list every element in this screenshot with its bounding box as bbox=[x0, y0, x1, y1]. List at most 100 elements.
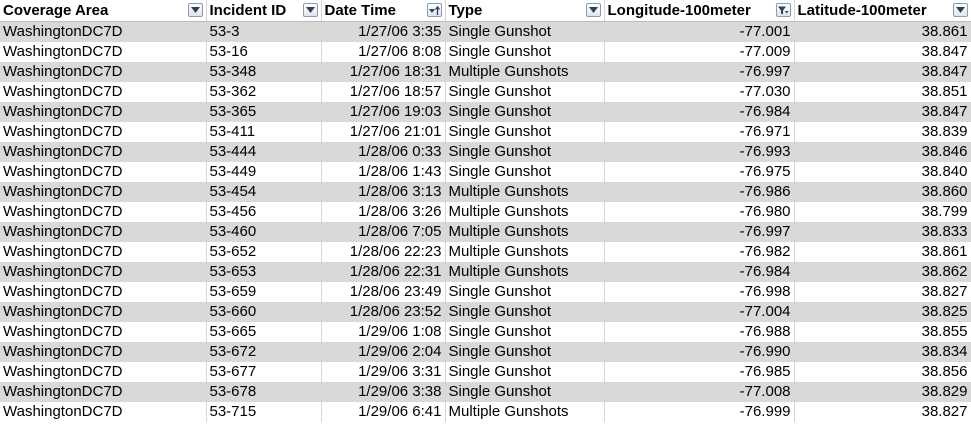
cell-incident-id[interactable]: 53-16 bbox=[206, 42, 322, 62]
cell-longitude[interactable]: -76.993 bbox=[604, 142, 795, 162]
cell-type[interactable]: Single Gunshot bbox=[445, 282, 605, 302]
cell-type[interactable]: Multiple Gunshots bbox=[445, 202, 605, 222]
cell-latitude[interactable]: 38.827 bbox=[794, 402, 971, 422]
header-type[interactable]: Type bbox=[445, 0, 605, 22]
cell-date-time[interactable]: 1/28/06 3:13 bbox=[321, 182, 446, 202]
dropdown-arrow-icon[interactable] bbox=[952, 3, 968, 17]
cell-incident-id[interactable]: 53-454 bbox=[206, 182, 322, 202]
cell-longitude[interactable]: -76.997 bbox=[604, 222, 795, 242]
cell-incident-id[interactable]: 53-659 bbox=[206, 282, 322, 302]
cell-latitude[interactable]: 38.860 bbox=[794, 182, 971, 202]
cell-latitude[interactable]: 38.862 bbox=[794, 262, 971, 282]
dropdown-arrow-icon[interactable] bbox=[302, 3, 318, 17]
cell-coverage-area[interactable]: WashingtonDC7D bbox=[0, 42, 207, 62]
cell-incident-id[interactable]: 53-456 bbox=[206, 202, 322, 222]
dropdown-arrow-icon[interactable] bbox=[187, 3, 203, 17]
cell-incident-id[interactable]: 53-672 bbox=[206, 342, 322, 362]
cell-coverage-area[interactable]: WashingtonDC7D bbox=[0, 122, 207, 142]
cell-longitude[interactable]: -76.975 bbox=[604, 162, 795, 182]
cell-date-time[interactable]: 1/29/06 2:04 bbox=[321, 342, 446, 362]
cell-incident-id[interactable]: 53-348 bbox=[206, 62, 322, 82]
cell-date-time[interactable]: 1/27/06 19:03 bbox=[321, 102, 446, 122]
cell-longitude[interactable]: -77.001 bbox=[604, 21, 795, 42]
cell-longitude[interactable]: -77.008 bbox=[604, 382, 795, 402]
cell-incident-id[interactable]: 53-362 bbox=[206, 82, 322, 102]
cell-longitude[interactable]: -77.030 bbox=[604, 82, 795, 102]
cell-coverage-area[interactable]: WashingtonDC7D bbox=[0, 182, 207, 202]
cell-latitude[interactable]: 38.833 bbox=[794, 222, 971, 242]
cell-latitude[interactable]: 38.834 bbox=[794, 342, 971, 362]
cell-latitude[interactable]: 38.825 bbox=[794, 302, 971, 322]
cell-coverage-area[interactable]: WashingtonDC7D bbox=[0, 302, 207, 322]
cell-date-time[interactable]: 1/27/06 3:35 bbox=[321, 21, 446, 42]
cell-type[interactable]: Multiple Gunshots bbox=[445, 222, 605, 242]
cell-type[interactable]: Single Gunshot bbox=[445, 342, 605, 362]
cell-date-time[interactable]: 1/29/06 1:08 bbox=[321, 322, 446, 342]
cell-coverage-area[interactable]: WashingtonDC7D bbox=[0, 62, 207, 82]
cell-incident-id[interactable]: 53-678 bbox=[206, 382, 322, 402]
cell-type[interactable]: Single Gunshot bbox=[445, 21, 605, 42]
cell-latitude[interactable]: 38.839 bbox=[794, 122, 971, 142]
cell-type[interactable]: Single Gunshot bbox=[445, 162, 605, 182]
cell-date-time[interactable]: 1/27/06 21:01 bbox=[321, 122, 446, 142]
cell-type[interactable]: Single Gunshot bbox=[445, 82, 605, 102]
cell-latitude[interactable]: 38.855 bbox=[794, 322, 971, 342]
filter-active-icon[interactable] bbox=[775, 3, 791, 17]
cell-longitude[interactable]: -76.985 bbox=[604, 362, 795, 382]
cell-latitude[interactable]: 38.861 bbox=[794, 242, 971, 262]
cell-coverage-area[interactable]: WashingtonDC7D bbox=[0, 402, 207, 422]
cell-coverage-area[interactable]: WashingtonDC7D bbox=[0, 322, 207, 342]
cell-type[interactable]: Single Gunshot bbox=[445, 122, 605, 142]
cell-date-time[interactable]: 1/29/06 6:41 bbox=[321, 402, 446, 422]
cell-incident-id[interactable]: 53-411 bbox=[206, 122, 322, 142]
cell-latitude[interactable]: 38.847 bbox=[794, 102, 971, 122]
cell-coverage-area[interactable]: WashingtonDC7D bbox=[0, 202, 207, 222]
cell-incident-id[interactable]: 53-665 bbox=[206, 322, 322, 342]
cell-incident-id[interactable]: 53-677 bbox=[206, 362, 322, 382]
cell-date-time[interactable]: 1/29/06 3:31 bbox=[321, 362, 446, 382]
cell-date-time[interactable]: 1/28/06 7:05 bbox=[321, 222, 446, 242]
cell-incident-id[interactable]: 53-444 bbox=[206, 142, 322, 162]
cell-coverage-area[interactable]: WashingtonDC7D bbox=[0, 282, 207, 302]
cell-coverage-area[interactable]: WashingtonDC7D bbox=[0, 102, 207, 122]
header-latitude[interactable]: Latitude-100meter bbox=[794, 0, 971, 22]
cell-date-time[interactable]: 1/28/06 1:43 bbox=[321, 162, 446, 182]
cell-date-time[interactable]: 1/27/06 18:57 bbox=[321, 82, 446, 102]
header-coverage-area[interactable]: Coverage Area bbox=[0, 0, 207, 22]
cell-coverage-area[interactable]: WashingtonDC7D bbox=[0, 21, 207, 42]
cell-coverage-area[interactable]: WashingtonDC7D bbox=[0, 342, 207, 362]
cell-longitude[interactable]: -76.984 bbox=[604, 102, 795, 122]
cell-longitude[interactable]: -76.988 bbox=[604, 322, 795, 342]
cell-latitude[interactable]: 38.840 bbox=[794, 162, 971, 182]
cell-longitude[interactable]: -76.986 bbox=[604, 182, 795, 202]
cell-longitude[interactable]: -76.990 bbox=[604, 342, 795, 362]
cell-coverage-area[interactable]: WashingtonDC7D bbox=[0, 222, 207, 242]
cell-longitude[interactable]: -76.971 bbox=[604, 122, 795, 142]
cell-incident-id[interactable]: 53-652 bbox=[206, 242, 322, 262]
cell-coverage-area[interactable]: WashingtonDC7D bbox=[0, 382, 207, 402]
cell-longitude[interactable]: -76.998 bbox=[604, 282, 795, 302]
cell-date-time[interactable]: 1/28/06 23:52 bbox=[321, 302, 446, 322]
cell-incident-id[interactable]: 53-653 bbox=[206, 262, 322, 282]
cell-type[interactable]: Multiple Gunshots bbox=[445, 262, 605, 282]
cell-incident-id[interactable]: 53-449 bbox=[206, 162, 322, 182]
cell-latitude[interactable]: 38.846 bbox=[794, 142, 971, 162]
dropdown-arrow-icon[interactable] bbox=[585, 3, 601, 17]
cell-type[interactable]: Single Gunshot bbox=[445, 362, 605, 382]
cell-date-time[interactable]: 1/28/06 0:33 bbox=[321, 142, 446, 162]
cell-latitude[interactable]: 38.829 bbox=[794, 382, 971, 402]
header-incident-id[interactable]: Incident ID bbox=[206, 0, 322, 22]
cell-type[interactable]: Single Gunshot bbox=[445, 102, 605, 122]
cell-type[interactable]: Single Gunshot bbox=[445, 302, 605, 322]
cell-incident-id[interactable]: 53-715 bbox=[206, 402, 322, 422]
cell-latitude[interactable]: 38.856 bbox=[794, 362, 971, 382]
cell-incident-id[interactable]: 53-3 bbox=[206, 21, 322, 42]
cell-date-time[interactable]: 1/28/06 3:26 bbox=[321, 202, 446, 222]
cell-date-time[interactable]: 1/28/06 23:49 bbox=[321, 282, 446, 302]
cell-longitude[interactable]: -76.984 bbox=[604, 262, 795, 282]
cell-date-time[interactable]: 1/28/06 22:31 bbox=[321, 262, 446, 282]
cell-longitude[interactable]: -76.997 bbox=[604, 62, 795, 82]
cell-date-time[interactable]: 1/27/06 18:31 bbox=[321, 62, 446, 82]
cell-longitude[interactable]: -76.982 bbox=[604, 242, 795, 262]
cell-latitude[interactable]: 38.847 bbox=[794, 42, 971, 62]
